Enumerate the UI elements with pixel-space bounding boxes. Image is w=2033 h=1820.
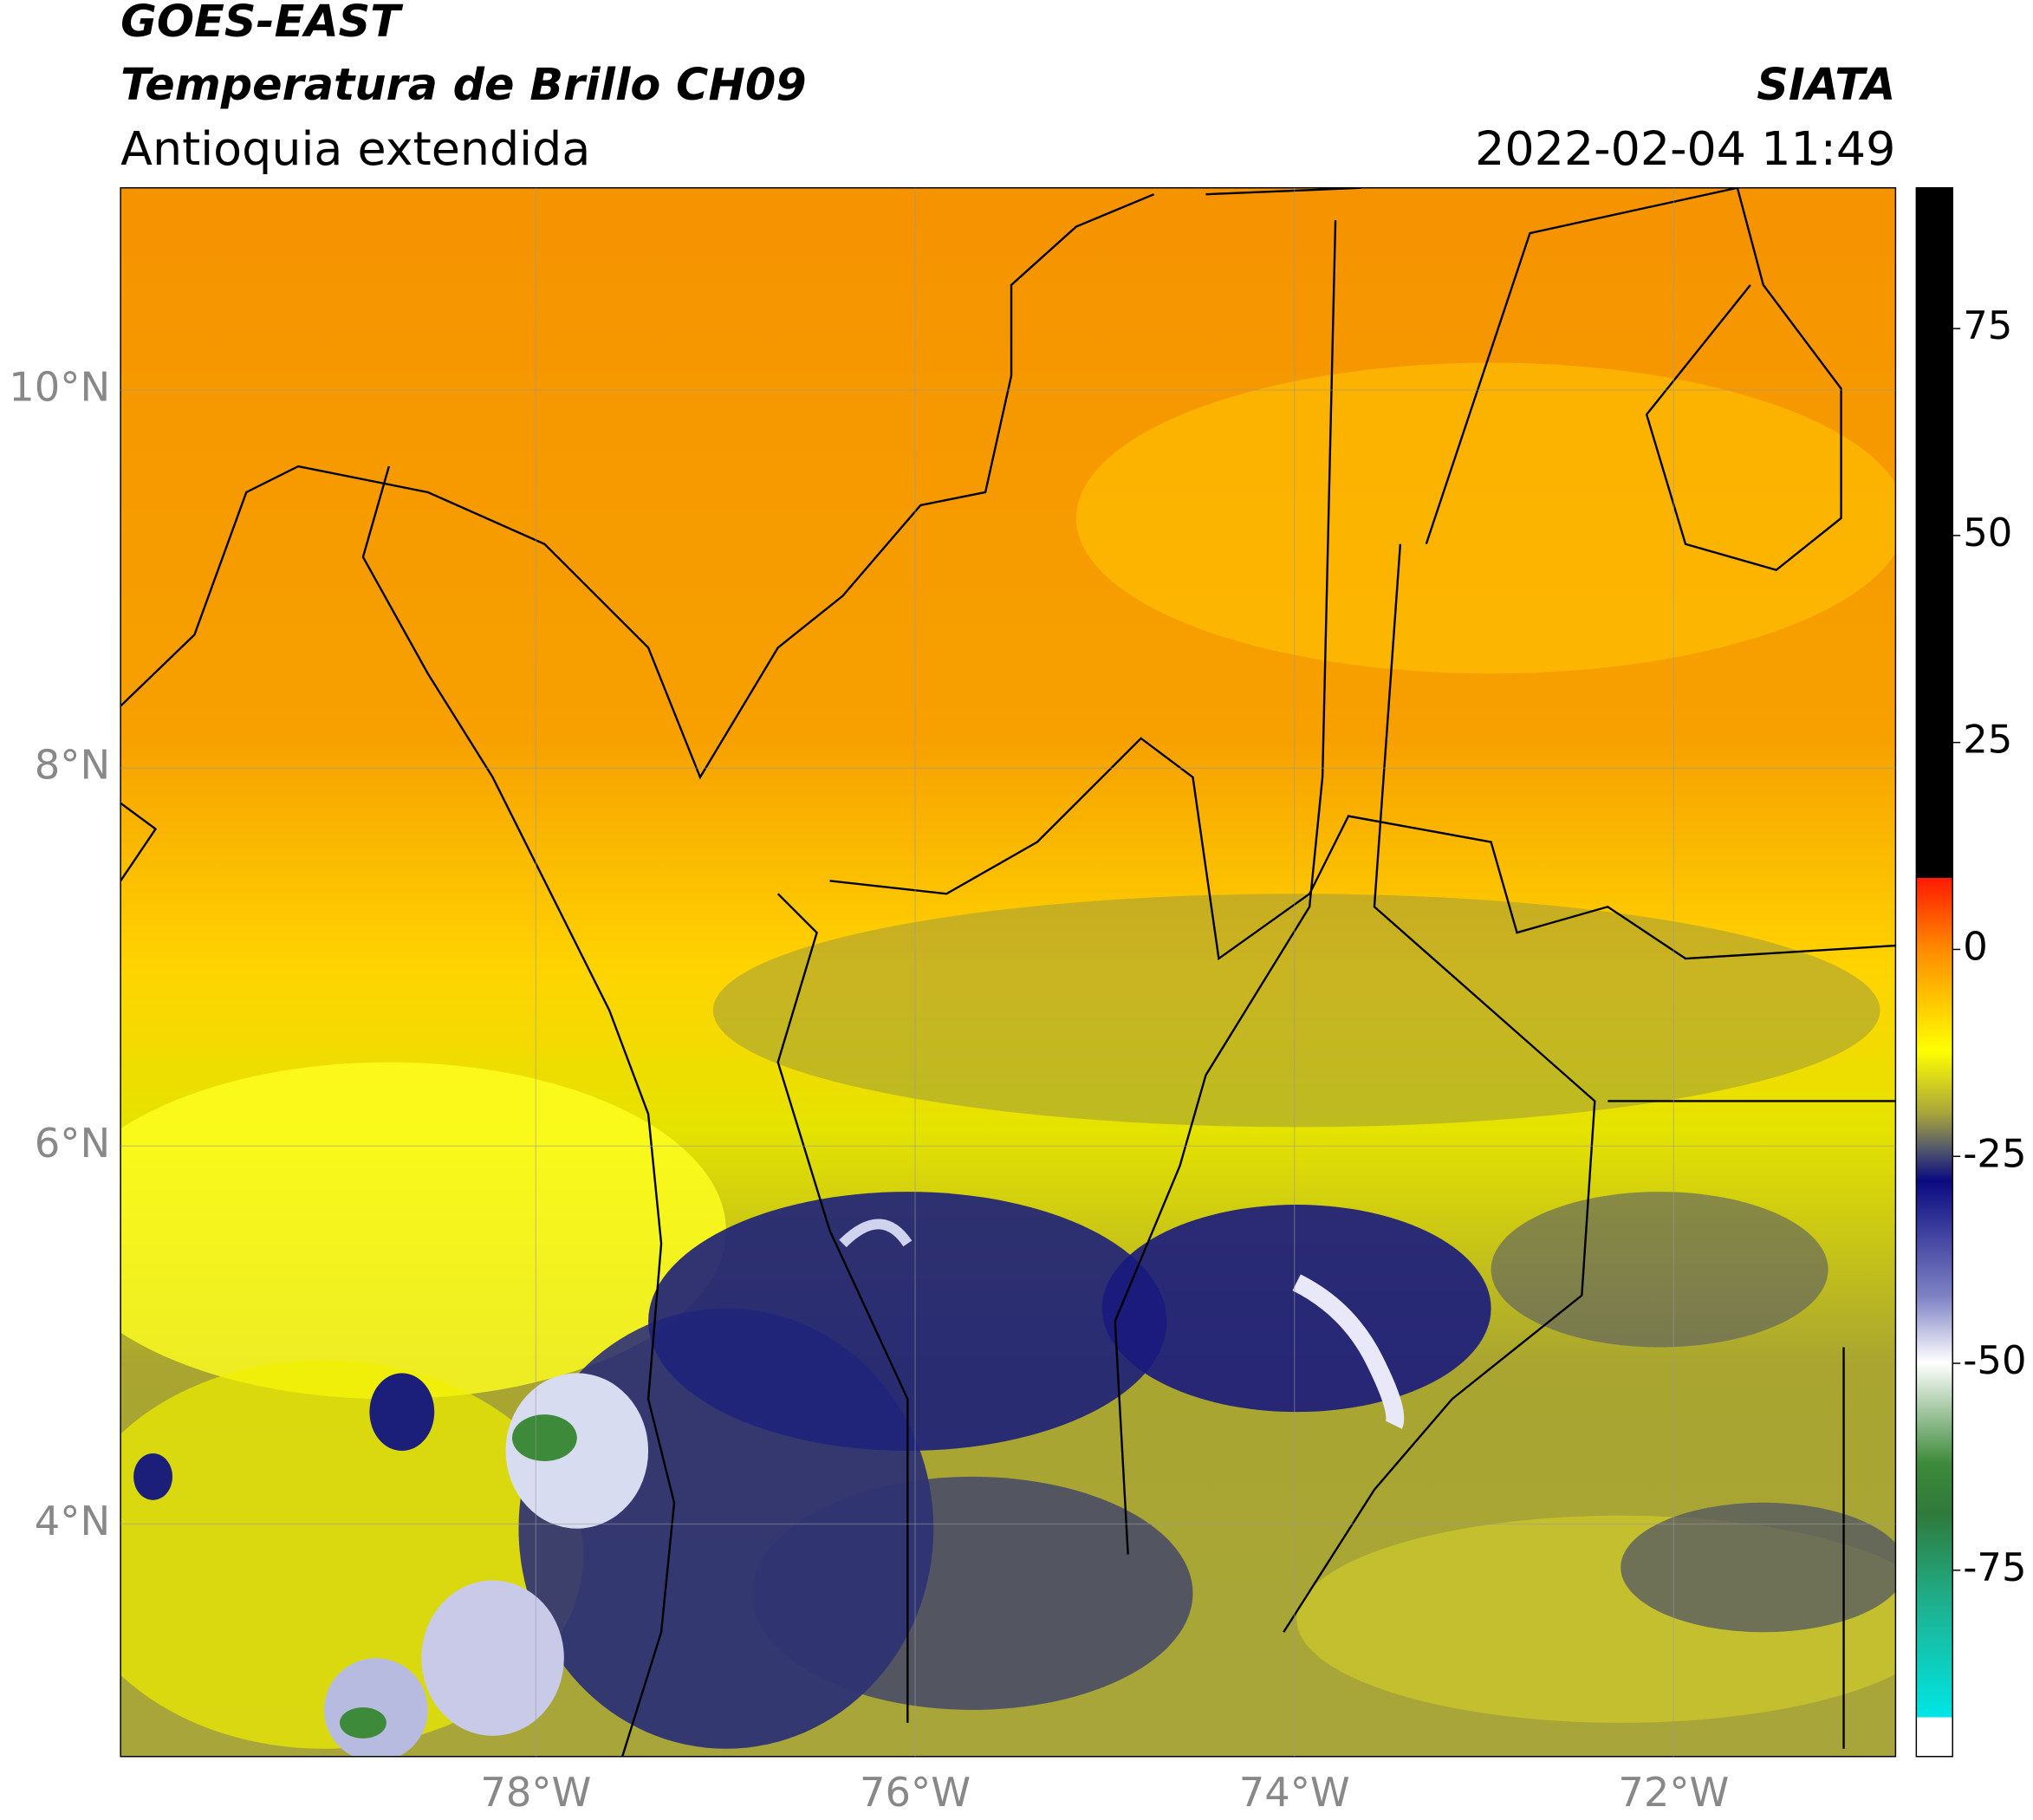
colorbar-tick-label: 75 — [1963, 302, 2012, 348]
product-title: Temperatura de Brillo CH09 — [120, 59, 807, 110]
datetime: 2022-02-04 11:49 — [1475, 121, 1895, 176]
x-tick-label: 78°W — [480, 1769, 591, 1816]
y-tick-label: 4°N — [35, 1498, 110, 1544]
colorbar-tick-label: -25 — [1963, 1130, 2026, 1176]
colorbar-tick-label: -50 — [1963, 1337, 2026, 1383]
colorbar — [1915, 186, 1953, 1758]
grid — [120, 187, 1896, 1757]
map-frame — [120, 186, 1897, 1758]
region-subtitle: Antioquia extendida — [120, 121, 590, 176]
satellite-title: GOES-EAST — [120, 0, 404, 47]
colorbar-tick-label: -75 — [1963, 1544, 2026, 1590]
x-tick-label: 72°W — [1618, 1769, 1729, 1816]
agency-title: SIATA — [1757, 59, 1895, 110]
colorbar-tick-label: 25 — [1963, 717, 2012, 763]
x-tick-label: 76°W — [860, 1769, 971, 1816]
satellite-image — [120, 187, 1896, 1757]
colorbar-tick-label: 50 — [1963, 510, 2012, 556]
x-tick-label: 74°W — [1239, 1769, 1350, 1816]
colorbar-tick-label: 0 — [1963, 923, 1988, 969]
y-tick-label: 8°N — [35, 742, 110, 789]
y-tick-label: 10°N — [9, 364, 110, 411]
y-tick-label: 6°N — [35, 1120, 110, 1167]
